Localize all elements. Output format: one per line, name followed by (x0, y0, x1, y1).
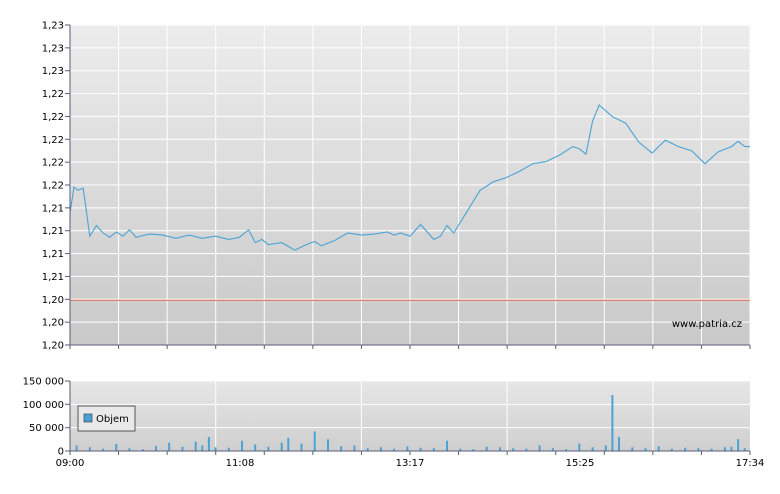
volume-y-tick-label: 0 (58, 447, 64, 458)
volume-bar (631, 447, 634, 451)
volume-bar (432, 448, 435, 451)
volume-bar (684, 447, 687, 451)
price-y-tick-label: 1,22 (42, 89, 64, 100)
volume-grid (65, 380, 750, 452)
x-tick-label: 13:17 (396, 458, 425, 469)
volume-bar (670, 448, 673, 451)
price-y-tick-label: 1,23 (42, 21, 64, 32)
volume-bar (657, 446, 660, 451)
volume-plot-background (70, 381, 750, 451)
volume-bar (313, 431, 316, 451)
volume-bar (267, 446, 270, 451)
price-y-tick-label: 1,22 (42, 181, 64, 192)
volume-bar (280, 442, 283, 451)
volume-bar (181, 446, 184, 451)
legend-swatch (83, 413, 93, 423)
price-y-tick-label: 1,22 (42, 135, 64, 146)
volume-bar (194, 441, 197, 451)
volume-bar (578, 443, 581, 451)
price-series-line (69, 104, 750, 251)
price-y-tick-label: 1,21 (42, 272, 64, 283)
volume-bar (459, 448, 462, 451)
price-y-tick-label: 1,20 (42, 341, 64, 352)
volume-bar (618, 437, 620, 451)
volume-bar (327, 439, 329, 451)
volume-bar (611, 395, 614, 451)
volume-bar (446, 440, 448, 451)
volume-bar (697, 448, 700, 451)
x-tick-label: 15:25 (566, 458, 595, 469)
volume-bar (241, 440, 243, 451)
volume-bar (723, 447, 726, 451)
volume-bar (168, 442, 171, 451)
x-tick-label: 09:00 (56, 458, 85, 469)
price-x-ticks (69, 345, 751, 349)
volume-y-tick-label: 150 000 (23, 377, 64, 388)
x-tick-label: 17:34 (736, 458, 765, 469)
volume-bar (128, 448, 131, 451)
price-y-tick-label: 1,22 (42, 112, 64, 123)
volume-bar (419, 447, 422, 451)
volume-bar (300, 443, 303, 451)
volume-bar (340, 446, 343, 451)
x-tick-label: 11:08 (226, 458, 255, 469)
volume-x-ticks (69, 451, 751, 455)
volume-bar (379, 447, 382, 451)
watermark-text: www.patria.cz (672, 319, 742, 330)
volume-bar (538, 445, 541, 451)
volume-bar (710, 448, 713, 451)
volume-bar (644, 448, 647, 451)
volume-bar (115, 444, 118, 451)
volume-bar (525, 448, 528, 451)
volume-bar (214, 447, 217, 451)
price-y-tick-label: 1,22 (42, 158, 64, 169)
volume-bar (366, 448, 369, 451)
volume-bar (406, 446, 409, 451)
volume-bar (201, 445, 204, 451)
price-y-axis-labels: 1,20 1,20 1,20 1,21 1,21 1,21 1,21 1,22 1,22 1,22… (42, 21, 64, 352)
volume-bar (88, 447, 91, 451)
volume-bar (743, 448, 746, 451)
volume-bar (227, 447, 230, 451)
volume-bar (565, 449, 568, 451)
volume-bar (353, 445, 356, 451)
volume-legend: Objem (77, 405, 136, 432)
volume-bars (75, 395, 746, 451)
price-y-tick-label: 1,21 (42, 226, 64, 237)
volume-bar (499, 447, 501, 451)
time-axis-labels: 09:00 11:08 13:17 15:25 17:34 (56, 458, 765, 469)
volume-bar (75, 445, 78, 451)
volume-bar (737, 439, 740, 451)
volume-bar (551, 448, 554, 451)
price-y-tick-label: 1,20 (42, 318, 64, 329)
volume-bar (730, 446, 733, 451)
price-y-tick-label: 1,23 (42, 66, 64, 77)
volume-bar (472, 449, 475, 451)
legend-label: Objem (96, 414, 129, 425)
price-y-tick-label: 1,20 (42, 295, 64, 306)
volume-y-tick-label: 50 000 (29, 423, 64, 434)
price-y-tick-label: 1,21 (42, 203, 64, 214)
price-y-tick-label: 1,21 (42, 249, 64, 260)
volume-bar (393, 448, 396, 451)
volume-bar (485, 446, 488, 451)
volume-bar (591, 447, 594, 451)
volume-y-tick-label: 100 000 (23, 400, 64, 411)
volume-bar (254, 444, 257, 451)
volume-bar (512, 448, 515, 451)
volume-bar (102, 448, 105, 451)
volume-bar (287, 437, 290, 451)
volume-bar (207, 437, 210, 451)
volume-y-axis-labels: 0 50 000 100 000 150 000 (23, 377, 64, 458)
price-y-tick-label: 1,23 (42, 43, 64, 54)
volume-bar (141, 449, 144, 451)
volume-bar (155, 445, 157, 451)
volume-bar (604, 445, 607, 451)
